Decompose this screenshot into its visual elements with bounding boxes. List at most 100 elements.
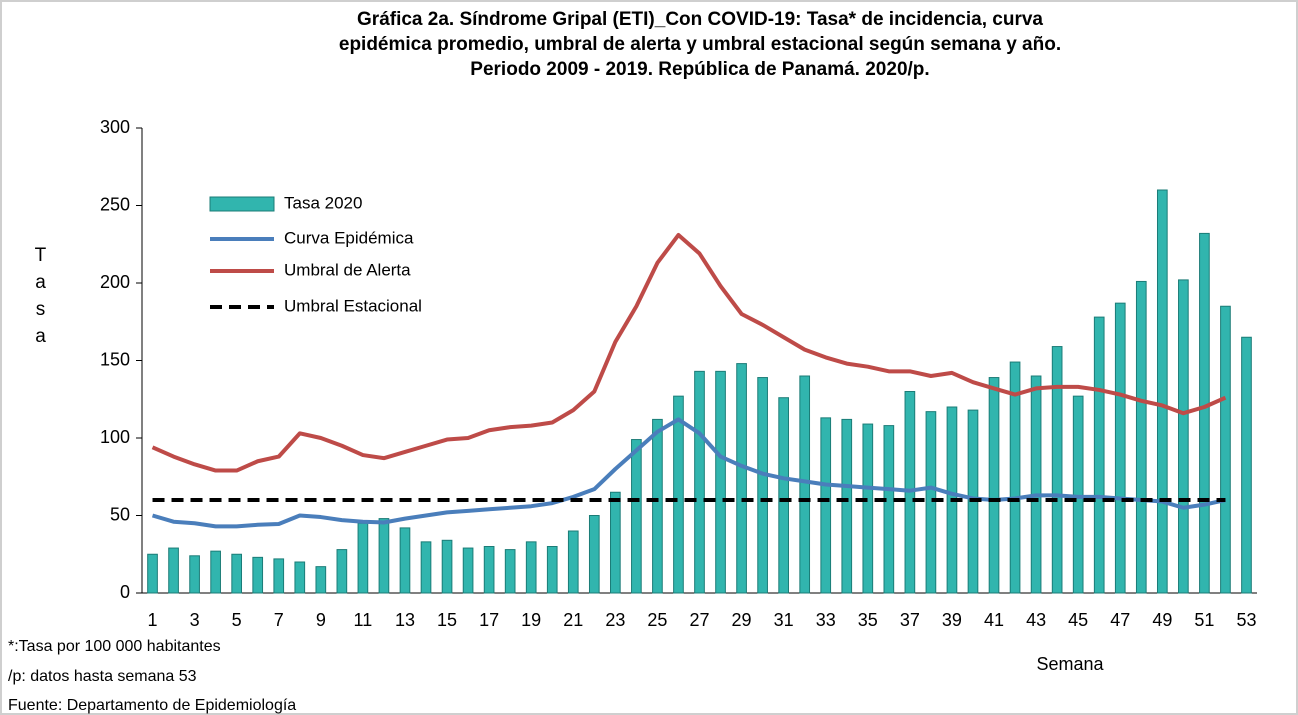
bar: [1093, 316, 1105, 594]
bar: [1135, 280, 1147, 594]
x-tick-label: 3: [190, 610, 200, 630]
footnote: *:Tasa por 100 000 habitantes: [8, 638, 221, 655]
chart-title: Gráfica 2a. Síndrome Gripal (ETI)_Con CO…: [357, 9, 1043, 30]
bar: [1114, 302, 1126, 594]
bar: [546, 546, 558, 594]
bar: [273, 558, 285, 594]
bar: [736, 363, 747, 594]
bar: [1009, 361, 1021, 594]
bar: [1030, 375, 1042, 594]
bar: [504, 549, 516, 594]
x-axis-label: Semana: [1036, 654, 1104, 674]
x-tick-label: 23: [605, 610, 625, 630]
bar: [862, 423, 874, 594]
bar: [231, 553, 243, 594]
bar: [694, 370, 705, 594]
x-tick-label: 21: [563, 610, 583, 630]
x-tick-label: 37: [900, 610, 920, 630]
bar: [378, 518, 390, 594]
bar: [820, 417, 832, 594]
x-tick-label: 53: [1236, 610, 1256, 630]
x-tick-label: 5: [232, 610, 242, 630]
x-tick-label: 11: [354, 610, 373, 630]
bar: [799, 375, 811, 594]
y-axis-label: Tasa: [30, 245, 51, 353]
legend-label: Tasa 2020: [284, 193, 362, 212]
bar: [588, 515, 600, 594]
bar: [1156, 189, 1168, 594]
bar: [715, 370, 726, 594]
bar: [525, 541, 537, 594]
bar: [652, 418, 663, 594]
x-tick-label: 51: [1194, 610, 1214, 630]
bar: [294, 561, 306, 594]
bar: [1199, 232, 1210, 594]
bar: [336, 549, 348, 594]
x-tick-label: 39: [942, 610, 962, 630]
legend-swatch: [209, 196, 275, 212]
y-tick-label: 200: [100, 272, 130, 292]
bar: [1051, 346, 1063, 594]
bar: [399, 527, 411, 594]
x-tick-label: 47: [1110, 610, 1130, 630]
bar: [252, 556, 264, 594]
y-tick-label: 0: [120, 582, 130, 602]
bar: [210, 550, 221, 594]
bar: [1072, 395, 1084, 594]
bar: [168, 547, 179, 594]
x-tick-label: 13: [395, 610, 415, 630]
footnote: Fuente: Departamento de Epidemiología: [8, 697, 296, 714]
x-tick-label: 15: [437, 610, 457, 630]
footnote: /p: datos hasta semana 53: [8, 668, 197, 685]
chart-title: Periodo 2009 - 2019. República de Panamá…: [470, 59, 929, 80]
bar: [357, 522, 369, 594]
bar: [610, 491, 621, 594]
bar: [841, 418, 853, 594]
x-tick-label: 31: [774, 610, 794, 630]
bar: [757, 377, 768, 594]
x-tick-label: 7: [274, 610, 284, 630]
bar: [778, 397, 789, 594]
bar: [925, 411, 937, 594]
x-tick-label: 1: [148, 610, 158, 630]
bar: [315, 566, 327, 594]
x-tick-label: 25: [647, 610, 667, 630]
x-tick-label: 41: [984, 610, 1004, 630]
bar: [1241, 336, 1252, 594]
x-tick-label: 45: [1068, 610, 1088, 630]
y-tick-label: 100: [100, 427, 130, 447]
chart-title: epidémica promedio, umbral de alerta y u…: [339, 34, 1061, 55]
legend-label: Curva Epidémica: [284, 228, 414, 247]
x-tick-label: 49: [1152, 610, 1172, 630]
bar: [189, 555, 200, 594]
x-tick-label: 35: [858, 610, 878, 630]
bar: [567, 530, 579, 594]
x-tick-label: 33: [816, 610, 836, 630]
x-tick-label: 17: [479, 610, 499, 630]
x-tick-label: 9: [316, 610, 326, 630]
y-tick-label: 300: [100, 117, 130, 137]
legend-label: Umbral Estacional: [284, 296, 422, 315]
y-tick-label: 150: [100, 349, 130, 369]
bar: [1178, 279, 1189, 594]
y-tick-label: 50: [110, 504, 130, 524]
line: [151, 417, 1226, 529]
line: [151, 232, 1227, 473]
bar: [441, 539, 453, 594]
x-tick-label: 27: [689, 610, 709, 630]
y-tick-label: 250: [100, 194, 130, 214]
bar: [462, 547, 474, 594]
bar: [147, 553, 158, 594]
bar: [673, 395, 684, 594]
bar: [988, 377, 1000, 594]
x-tick-label: 29: [732, 610, 752, 630]
bar: [1220, 305, 1231, 594]
bar: [883, 425, 895, 594]
x-tick-label: 19: [521, 610, 541, 630]
bar: [483, 546, 495, 594]
legend-label: Umbral de Alerta: [284, 260, 411, 279]
bar: [631, 439, 642, 594]
x-tick-label: 43: [1026, 610, 1046, 630]
